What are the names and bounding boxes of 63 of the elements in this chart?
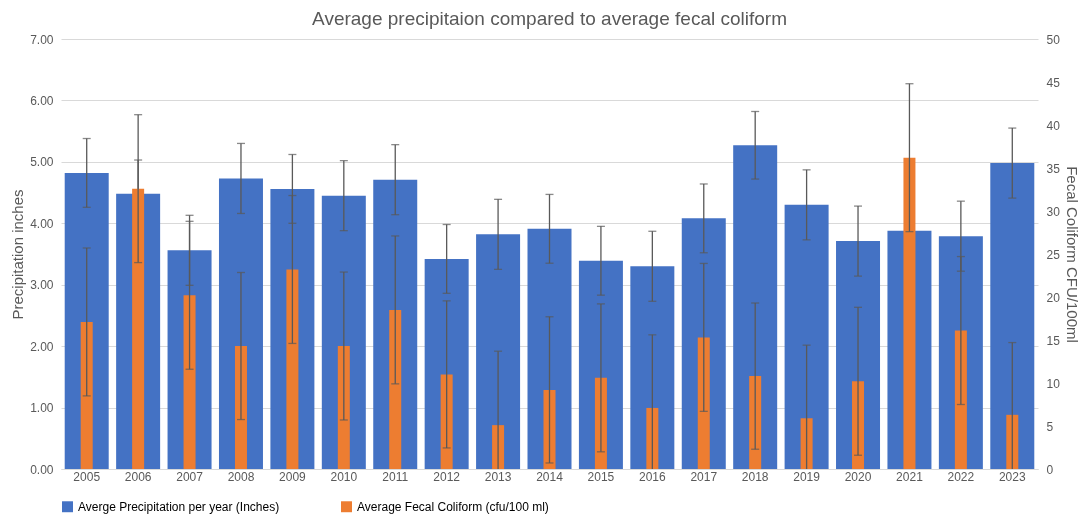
bar <box>527 228 572 469</box>
y2-tick-label: 5 <box>1046 419 1054 434</box>
x-tick-label: 2019 <box>793 469 821 484</box>
y-tick-label: 3.00 <box>30 278 54 293</box>
x-tick-label: 2006 <box>124 469 152 484</box>
x-tick-label: 2016 <box>638 469 667 484</box>
y2-tick-label: 10 <box>1046 376 1061 391</box>
x-tick-label: 2013 <box>484 469 512 484</box>
x-tick-label: 2023 <box>998 469 1026 484</box>
y2-tick-label: 50 <box>1046 32 1061 47</box>
y-tick-label: 4.00 <box>30 216 54 231</box>
x-tick-label: 2007 <box>176 469 204 484</box>
y2-tick-label: 20 <box>1046 290 1061 305</box>
bar <box>286 269 299 469</box>
y-tick-label: 7.00 <box>30 32 54 47</box>
x-tick-label: 2012 <box>433 469 461 484</box>
x-tick-label: 2015 <box>587 469 615 484</box>
y-tick-label: 2.00 <box>30 339 54 354</box>
legend-label: Average Fecal Coliform (cfu/100 ml) <box>357 499 549 514</box>
bar <box>646 407 659 469</box>
y2-tick-label: 35 <box>1046 161 1061 176</box>
bar <box>476 234 521 469</box>
legend-label: Averge Precipitation per year (Inches) <box>78 499 280 514</box>
x-tick-label: 2022 <box>947 469 975 484</box>
y-tick-label: 5.00 <box>30 155 54 170</box>
y-tick-label: 1.00 <box>30 401 54 416</box>
y2-tick-label: 15 <box>1046 333 1061 348</box>
bar <box>697 337 710 469</box>
y2-tick-label: 40 <box>1046 118 1061 133</box>
bar <box>389 309 402 469</box>
bar <box>132 188 145 469</box>
x-tick-label: 2005 <box>73 469 101 484</box>
x-tick-label: 2018 <box>741 469 769 484</box>
bar <box>234 346 247 469</box>
bar <box>440 374 453 469</box>
bar <box>337 346 350 469</box>
bar <box>183 295 196 469</box>
y-tick-label: 0.00 <box>30 462 54 477</box>
x-tick-label: 2021 <box>896 469 924 484</box>
x-tick-label: 2008 <box>227 469 255 484</box>
y2-tick-label: 45 <box>1046 75 1061 90</box>
bar <box>80 321 93 469</box>
chart-title: Average precipitaion compared to average fecal coliform <box>312 8 787 29</box>
y-tick-label: 6.00 <box>30 93 54 108</box>
bar <box>990 163 1035 469</box>
y2-tick-label: 0 <box>1046 462 1054 477</box>
bar <box>800 418 813 469</box>
x-tick-label: 2014 <box>536 469 564 484</box>
y-axis-title: Precipitation inches <box>9 189 27 320</box>
bar <box>784 204 829 469</box>
bar <box>733 145 778 469</box>
x-tick-label: 2017 <box>690 469 718 484</box>
x-tick-label: 2020 <box>844 469 872 484</box>
y2-tick-label: 25 <box>1046 247 1061 262</box>
bar <box>543 389 556 469</box>
x-tick-label: 2009 <box>279 469 307 484</box>
bar <box>903 157 916 469</box>
y2-tick-label: 30 <box>1046 204 1061 219</box>
bar <box>1006 414 1019 469</box>
x-tick-label: 2010 <box>330 469 358 484</box>
x-tick-label: 2011 <box>382 469 409 484</box>
bar <box>749 376 762 469</box>
y2-axis-title: Fecal Coliform CFU/100ml <box>1063 166 1081 343</box>
